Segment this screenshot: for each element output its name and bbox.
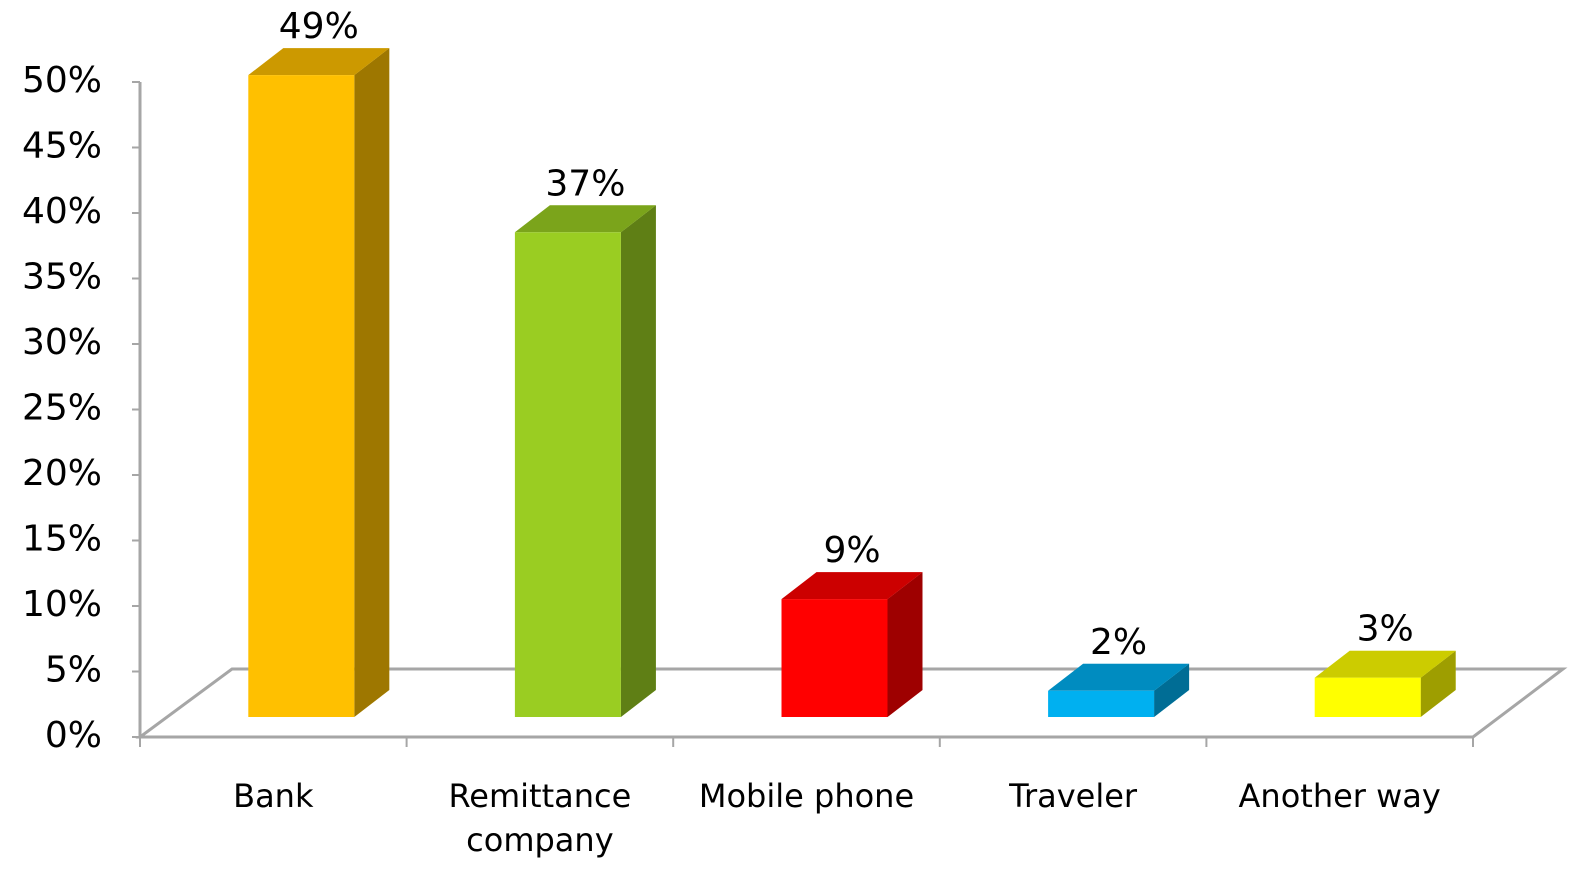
y-tick-label: 20%	[22, 453, 102, 494]
bar-side	[887, 572, 923, 717]
y-tick-label: 45%	[22, 126, 102, 167]
bar-top-shade	[1048, 663, 1190, 691]
bar-front	[248, 75, 355, 718]
bar-side	[620, 205, 656, 718]
bar	[248, 48, 390, 718]
bar-top-shade	[781, 572, 923, 600]
y-tick-label: 0%	[45, 715, 102, 756]
bar-side	[1154, 663, 1190, 717]
y-tick-label: 35%	[22, 257, 102, 298]
y-tick-label: 10%	[22, 584, 102, 625]
y-tick-label: 30%	[22, 322, 102, 363]
x-tick-label: Traveler	[1009, 777, 1138, 815]
bar-top	[514, 205, 656, 233]
y-tick-label: 25%	[22, 388, 102, 429]
value-label: 49%	[279, 6, 359, 47]
bar-side-shade	[887, 572, 923, 717]
bar-top	[1314, 650, 1456, 678]
bar-top	[248, 48, 390, 76]
x-tick-label: Remittance company	[448, 777, 632, 859]
y-tick-label: 15%	[22, 519, 102, 560]
bar-front	[1314, 677, 1421, 717]
bar-side	[1420, 650, 1456, 717]
value-label: 2%	[1090, 622, 1147, 663]
bar-side-shade	[620, 205, 656, 718]
x-tick-label: Bank	[233, 777, 314, 815]
bar	[1314, 650, 1456, 717]
bar-side	[354, 48, 390, 718]
y-tick-label: 40%	[22, 191, 102, 232]
bar	[781, 572, 923, 717]
bar-top-shade	[1314, 650, 1456, 678]
bar-side-shade	[1154, 663, 1190, 717]
value-label: 37%	[545, 163, 625, 204]
value-label: 9%	[823, 530, 880, 571]
bar-front	[1048, 690, 1155, 717]
bar-front	[781, 599, 888, 717]
x-tick-label: Another way	[1238, 777, 1441, 815]
bar-side-shade	[1420, 650, 1456, 717]
x-tick-label: Mobile phone	[698, 777, 915, 815]
bar-top	[1048, 663, 1190, 691]
bar-side-shade	[354, 48, 390, 718]
bar-front	[514, 232, 621, 718]
bar-top	[781, 572, 923, 600]
bar	[1048, 663, 1190, 717]
bar	[514, 205, 656, 718]
bar-top-shade	[514, 205, 656, 233]
bar-top-shade	[248, 48, 390, 76]
value-label: 3%	[1357, 609, 1414, 650]
y-tick-label: 5%	[45, 650, 102, 691]
y-tick-label: 50%	[22, 60, 102, 101]
